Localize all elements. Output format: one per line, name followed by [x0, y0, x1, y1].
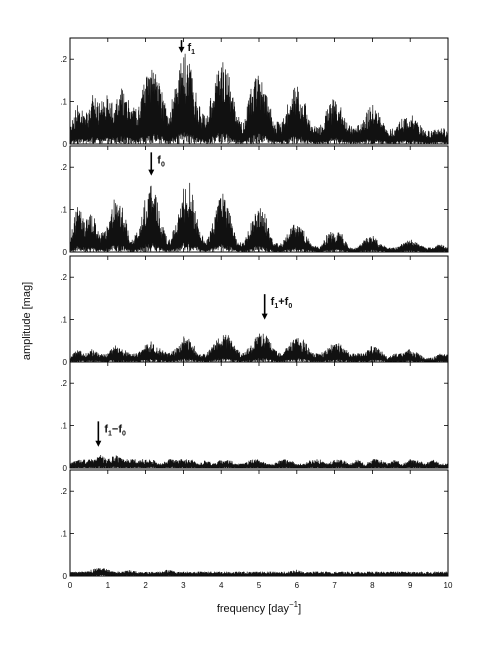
annotation-arrow-head: [261, 313, 268, 320]
x-tick-label: 1: [106, 581, 111, 590]
x-tick-label: 8: [370, 581, 375, 590]
annotation-label: f1−f0: [104, 423, 126, 437]
x-axis-label: frequency [day−1]: [217, 600, 301, 615]
x-tick-label: 3: [181, 581, 186, 590]
y-tick-label: .2: [60, 163, 67, 172]
spectrum-line: [69, 568, 449, 577]
y-tick-label: 0: [63, 358, 68, 367]
panel-2: 0 .1 .2 f0: [60, 145, 449, 257]
y-tick-label: 0: [63, 248, 68, 257]
y-tick-label: .1: [60, 530, 67, 539]
y-tick-label: .2: [60, 487, 67, 496]
annotation-label: f1: [188, 42, 196, 56]
panel-1: 0 .1 .2 f1: [60, 37, 449, 149]
spectrum-line: [69, 53, 449, 145]
y-tick-label: .1: [60, 98, 67, 107]
panel-4: 0 .1 .2 f1−f0: [60, 361, 449, 473]
y-tick-label: .1: [60, 422, 67, 431]
x-axis-label-text: frequency [day: [217, 603, 290, 615]
panel-frame: [69, 361, 449, 469]
annotation-arrow-head: [148, 169, 155, 176]
y-tick-label: 0: [63, 464, 68, 473]
x-tick-label: 2: [143, 581, 148, 590]
spectrum-line: [69, 182, 449, 253]
annotation-arrow-head: [95, 440, 102, 447]
y-tick-label: 0: [63, 572, 68, 581]
y-tick-label: .2: [60, 379, 67, 388]
y-tick-label: .2: [60, 55, 67, 64]
y-tick-label: .1: [60, 316, 67, 325]
y-tick-label: 0: [63, 140, 68, 149]
annotation-arrow-head: [178, 46, 185, 53]
annotation-label: f0: [157, 154, 165, 168]
spectrum-line: [69, 333, 449, 363]
y-axis-label: amplitude [mag]: [21, 282, 33, 360]
y-tick-label: .1: [60, 206, 67, 215]
x-tick-label: 4: [219, 581, 224, 590]
spectrum-line: [69, 454, 449, 469]
x-tick-label: 7: [332, 581, 337, 590]
panel-5: 0 .1 .2 0 1 2 3 4 5 6 7 8 9 10: [60, 469, 453, 590]
panel-frame: [69, 469, 449, 577]
x-tick-label: 5: [257, 581, 262, 590]
x-axis-label-exponent: −1: [289, 600, 299, 609]
x-tick-label: 6: [295, 581, 300, 590]
x-axis-label-close: ]: [298, 603, 301, 615]
panel-3: 0 .1 .2 f1+f0: [60, 255, 449, 367]
x-tick-label: 0: [68, 581, 73, 590]
panels: 0.1.2f10.1.2f00.1.2f1+f00.1.2f1−f00.1.20…: [60, 37, 453, 590]
x-tick-label: 10: [444, 581, 453, 590]
annotation-label: f1+f0: [271, 296, 293, 310]
y-tick-label: .2: [60, 273, 67, 282]
x-tick-label: 9: [408, 581, 413, 590]
